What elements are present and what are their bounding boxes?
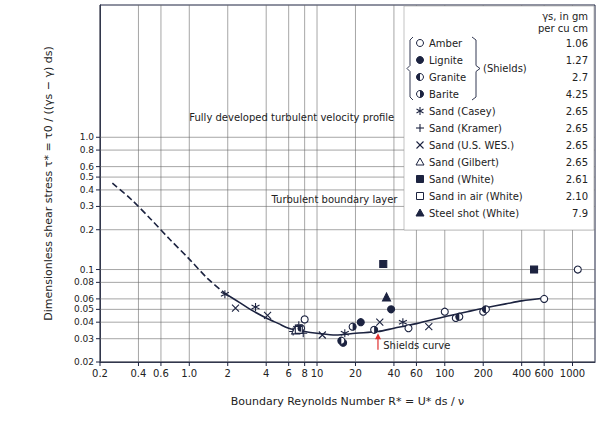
svg-text:Sand (U.S. WES.): Sand (U.S. WES.) (429, 140, 514, 151)
svg-text:2.65: 2.65 (566, 157, 588, 168)
svg-text:1000: 1000 (560, 368, 585, 379)
svg-text:Lignite: Lignite (429, 55, 463, 66)
svg-text:0.5: 0.5 (80, 172, 94, 182)
svg-text:4: 4 (263, 368, 269, 379)
svg-text:600: 600 (535, 368, 554, 379)
svg-text:Amber: Amber (429, 38, 463, 49)
svg-text:0.6: 0.6 (80, 162, 95, 172)
svg-text:Fully developed turbulent velo: Fully developed turbulent velocity profi… (189, 112, 394, 123)
svg-text:0.05: 0.05 (74, 304, 94, 314)
svg-text:Turbulent boundary layer: Turbulent boundary layer (270, 194, 398, 205)
svg-text:0.8: 0.8 (80, 145, 95, 155)
svg-text:0.08: 0.08 (74, 277, 94, 287)
svg-text:2.7: 2.7 (572, 72, 588, 83)
svg-text:0.3: 0.3 (80, 201, 94, 211)
svg-text:20: 20 (349, 368, 362, 379)
svg-text:6: 6 (285, 368, 291, 379)
svg-text:8: 8 (301, 368, 307, 379)
svg-text:40: 40 (388, 368, 401, 379)
svg-text:1.0: 1.0 (80, 132, 95, 142)
svg-text:0.2: 0.2 (92, 368, 108, 379)
svg-text:1.0: 1.0 (181, 368, 197, 379)
svg-text:0.2: 0.2 (80, 225, 94, 235)
svg-text:0.06: 0.06 (74, 294, 94, 304)
svg-text:2.65: 2.65 (566, 106, 588, 117)
svg-text:1.06: 1.06 (566, 38, 588, 49)
svg-text:γs, in gm: γs, in gm (542, 11, 588, 22)
svg-text:Dimensionless shear stress τ*: Dimensionless shear stress τ* = τ0 / ((γ… (42, 46, 55, 321)
svg-text:0.04: 0.04 (74, 317, 94, 327)
svg-text:Sand (Kramer): Sand (Kramer) (429, 123, 502, 134)
svg-text:100: 100 (435, 368, 454, 379)
svg-text:1.27: 1.27 (566, 55, 588, 66)
svg-text:2.61: 2.61 (566, 174, 588, 185)
svg-text:200: 200 (474, 368, 493, 379)
svg-text:4.25: 4.25 (566, 89, 588, 100)
svg-text:0.4: 0.4 (131, 368, 147, 379)
svg-text:Boundary Reynolds Number R* =: Boundary Reynolds Number R* = U* ds / ν (231, 395, 465, 408)
svg-text:Sand in air (White): Sand in air (White) (429, 191, 523, 202)
svg-text:Steel shot (White): Steel shot (White) (429, 208, 519, 219)
svg-text:10: 10 (311, 368, 324, 379)
svg-text:0.03: 0.03 (74, 334, 94, 344)
svg-text:2.65: 2.65 (566, 140, 588, 151)
svg-text:Shields curve: Shields curve (383, 340, 450, 351)
svg-text:0.02: 0.02 (74, 357, 94, 367)
svg-text:2.65: 2.65 (566, 123, 588, 134)
svg-text:Barite: Barite (429, 89, 459, 100)
svg-text:Sand (White): Sand (White) (429, 174, 494, 185)
svg-text:7.9: 7.9 (572, 208, 588, 219)
svg-text:2.10: 2.10 (566, 191, 588, 202)
svg-text:Sand (Casey): Sand (Casey) (429, 106, 496, 117)
svg-text:0.4: 0.4 (80, 185, 95, 195)
svg-text:Granite: Granite (429, 72, 466, 83)
svg-text:2: 2 (225, 368, 231, 379)
svg-text:60: 60 (410, 368, 423, 379)
svg-text:(Shields): (Shields) (483, 63, 527, 74)
svg-text:Sand (Gilbert): Sand (Gilbert) (429, 157, 499, 168)
svg-text:0.6: 0.6 (153, 368, 169, 379)
svg-text:per cu cm: per cu cm (538, 23, 588, 34)
svg-text:0.1: 0.1 (80, 265, 94, 275)
svg-text:400: 400 (512, 368, 531, 379)
